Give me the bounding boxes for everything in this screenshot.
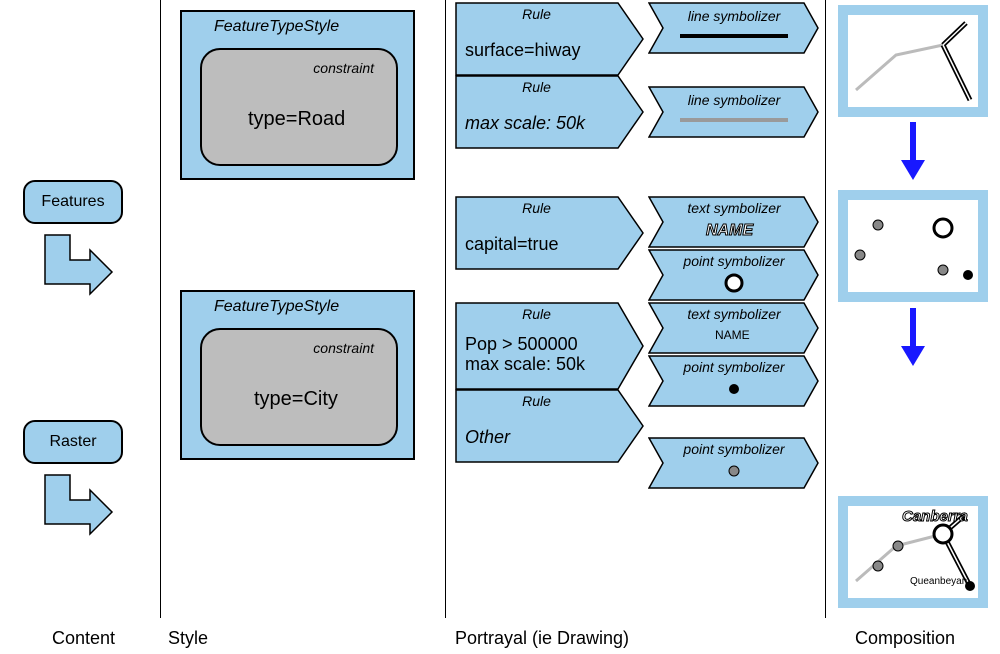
rule2-text: max scale: 50k — [465, 113, 585, 134]
rule2-label: Rule — [455, 79, 618, 95]
rule1-text: surface=hiway — [465, 40, 581, 61]
comp-frame-roads — [838, 5, 988, 117]
constraint-city: constraint type=City — [200, 328, 398, 446]
features-box: Features — [23, 180, 123, 224]
rule3-label: Rule — [455, 200, 618, 216]
fts-city-label: FeatureTypeStyle — [214, 298, 339, 316]
rule4-label: Rule — [455, 306, 618, 322]
sym-line1-label: line symbolizer — [660, 8, 808, 24]
sym-line2-label: line symbolizer — [660, 92, 808, 108]
constraint-road-text: type=Road — [248, 108, 345, 131]
sym-point2-label: point symbolizer — [660, 359, 808, 375]
constraint-city-label: constraint — [313, 340, 374, 356]
constraint-road: constraint type=Road — [200, 48, 398, 166]
rule3-text: capital=true — [465, 234, 559, 255]
down-arrow-1 — [898, 122, 928, 182]
constraint-city-text: type=City — [254, 388, 338, 411]
fts-city: FeatureTypeStyle constraint type=City — [180, 290, 415, 460]
rule5-text: Other — [465, 427, 510, 448]
sym-text2-label: text symbolizer — [660, 306, 808, 322]
raster-label: Raster — [49, 433, 96, 451]
rule5-label: Rule — [455, 393, 618, 409]
constraint-road-label: constraint — [313, 60, 374, 76]
down-arrow-2 — [898, 308, 928, 368]
col-label-composition: Composition — [855, 628, 955, 649]
elbow-arrow-raster — [40, 470, 115, 540]
comp-label-queanbeyan: Queanbeyan — [910, 576, 967, 587]
sym-text2-name: NAME — [715, 328, 750, 342]
col-label-style: Style — [168, 628, 208, 649]
comp-frame-combined: Canberra Queanbeyan — [838, 496, 988, 608]
sym-point1-label: point symbolizer — [660, 253, 808, 269]
fts-road: FeatureTypeStyle constraint type=Road — [180, 10, 415, 180]
col-label-content: Content — [52, 628, 115, 649]
sep-style — [160, 0, 161, 618]
sym-text1-name: NAME — [706, 222, 753, 240]
comp-label-canberra: Canberra — [902, 508, 968, 525]
rule4-text: Pop > 500000 max scale: 50k — [465, 334, 585, 374]
fts-road-label: FeatureTypeStyle — [214, 18, 339, 36]
features-label: Features — [41, 193, 104, 211]
sep-composition — [825, 0, 826, 618]
elbow-arrow-features — [40, 230, 115, 300]
sep-portrayal — [445, 0, 446, 618]
raster-box: Raster — [23, 420, 123, 464]
comp-frame-points — [838, 190, 988, 302]
col-label-portrayal: Portrayal (ie Drawing) — [455, 628, 629, 649]
sym-point3-label: point symbolizer — [660, 441, 808, 457]
rule1-label: Rule — [455, 6, 618, 22]
sym-text1-label: text symbolizer — [660, 200, 808, 216]
